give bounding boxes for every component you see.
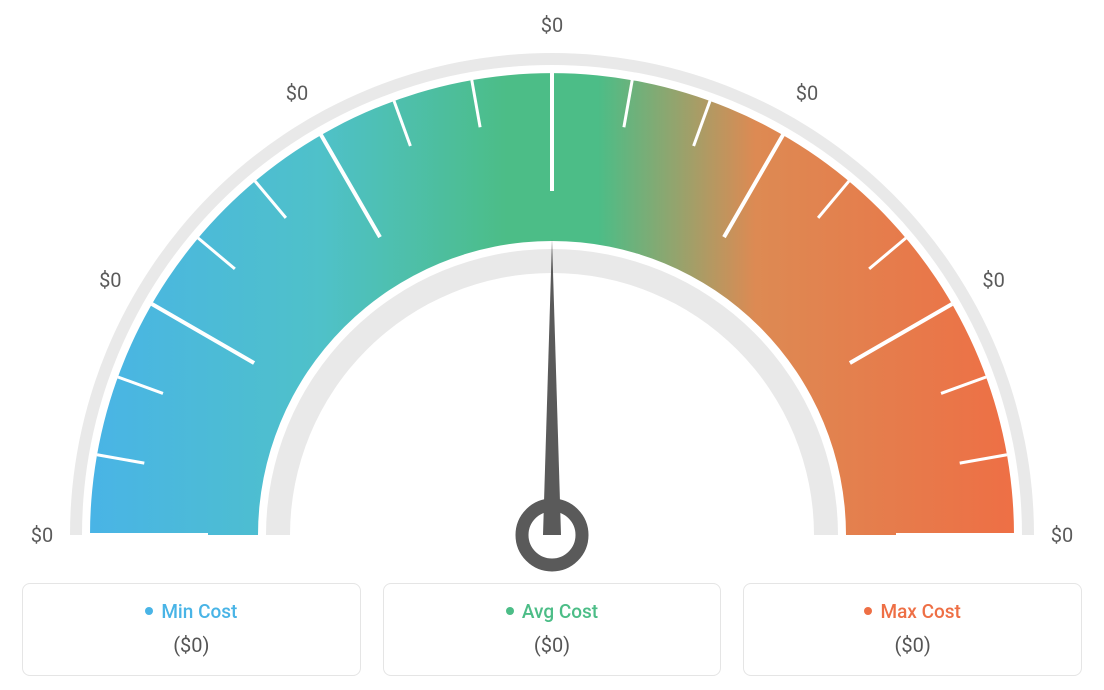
scale-label: $0: [1051, 523, 1073, 547]
gauge-chart: $0 $0 $0 $0 $0 $0 $0: [22, 15, 1082, 575]
legend-title-avg: Avg Cost: [402, 600, 703, 623]
legend-card-max: Max Cost ($0): [743, 583, 1082, 676]
scale-label: $0: [99, 268, 121, 292]
gauge-svg: [22, 15, 1082, 575]
legend-title-max: Max Cost: [762, 600, 1063, 623]
legend-card-min: Min Cost ($0): [22, 583, 361, 676]
scale-label: $0: [796, 81, 818, 105]
scale-label: $0: [541, 13, 563, 37]
scale-label: $0: [982, 268, 1004, 292]
legend-row: Min Cost ($0) Avg Cost ($0) Max Cost ($0): [22, 583, 1082, 676]
gauge-needle: [543, 239, 561, 535]
legend-value-max: ($0): [762, 633, 1063, 657]
legend-title-min: Min Cost: [41, 600, 342, 623]
legend-value-min: ($0): [41, 633, 342, 657]
legend-card-avg: Avg Cost ($0): [383, 583, 722, 676]
scale-label: $0: [31, 523, 53, 547]
scale-label: $0: [286, 81, 308, 105]
legend-value-avg: ($0): [402, 633, 703, 657]
